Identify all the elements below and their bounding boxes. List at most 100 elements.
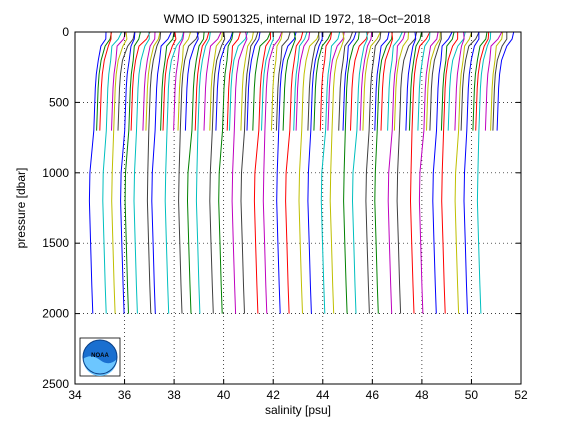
- noaa-logo: NOAA: [79, 337, 121, 377]
- y-tick-label: 2500: [42, 377, 69, 391]
- salinity-profile-line: [120, 31, 136, 314]
- salinity-profile-line: [374, 31, 390, 131]
- salinity-profile-line: [441, 31, 459, 314]
- salinity-profile-line: [387, 31, 403, 131]
- x-tick-label: 40: [217, 388, 231, 402]
- x-tick-label: 46: [366, 388, 380, 402]
- salinity-profile-line: [209, 31, 226, 314]
- salinity-profile-line: [351, 31, 368, 314]
- salinity-profile-line: [362, 31, 381, 131]
- y-tick-label: 500: [49, 95, 69, 109]
- salinity-profile-line: [338, 31, 353, 131]
- salinity-profile-line: [226, 31, 241, 131]
- salinity-profile-line: [387, 31, 406, 314]
- salinity-profile-line: [405, 31, 417, 131]
- salinity-profile-line: [380, 31, 394, 131]
- salinity-profile-line: [246, 31, 261, 131]
- salinity-profile-line: [231, 31, 248, 314]
- salinity-profile-line: [350, 31, 369, 131]
- salinity-profile-line: [102, 31, 123, 314]
- salinity-profile-line: [111, 31, 127, 131]
- profiles: [88, 31, 515, 314]
- salinity-profile-line: [418, 31, 439, 314]
- salinity-profile-line: [209, 31, 223, 131]
- salinity-profile-line: [124, 31, 141, 314]
- x-tick-label: 52: [514, 388, 528, 402]
- salinity-profile-line: [133, 31, 150, 314]
- salinity-profile-line: [215, 31, 234, 131]
- salinity-profile-line: [298, 31, 320, 314]
- salinity-profile-line: [178, 31, 200, 314]
- salinity-profile-line: [476, 31, 492, 314]
- salinity-profile-line: [262, 31, 283, 314]
- salinity-profile-line: [429, 31, 442, 131]
- salinity-profile-line: [374, 31, 393, 314]
- plot-frame: [74, 31, 522, 385]
- salinity-profile-line: [253, 31, 272, 314]
- x-tick-label: 34: [68, 388, 82, 402]
- salinity-profile-line: [307, 31, 320, 131]
- salinity-profile-line: [432, 31, 453, 314]
- salinity-profile-line: [275, 31, 291, 131]
- salinity-profile-line: [426, 31, 441, 131]
- salinity-profile-line: [319, 31, 333, 131]
- salinity-profile-line: [88, 31, 107, 314]
- salinity-profile-line: [146, 31, 162, 314]
- salinity-profile-line: [342, 31, 357, 131]
- salinity-profile-line: [463, 31, 480, 314]
- salinity-profile-line: [173, 31, 185, 131]
- salinity-profile-line: [307, 31, 323, 314]
- salinity-profile-line: [142, 31, 156, 131]
- salinity-profile-line: [313, 31, 332, 131]
- salinity-profile-line: [285, 31, 304, 314]
- salinity-profile-line: [276, 31, 297, 314]
- grid: [75, 32, 521, 384]
- salinity-profile-line: [440, 31, 455, 131]
- y-tick-label: 1500: [42, 236, 69, 250]
- salinity-profile-line: [447, 31, 466, 131]
- salinity-profile-line: [195, 31, 211, 314]
- salinity-profile-line: [270, 31, 283, 131]
- x-tick-label: 36: [118, 388, 132, 402]
- salinity-profile-line: [359, 31, 373, 131]
- salinity-profile-line: [396, 31, 418, 314]
- salinity-profile-line: [164, 31, 184, 314]
- noaa-logo-text: NOAA: [91, 353, 109, 359]
- salinity-profile-line: [218, 31, 234, 314]
- salinity-profile-line: [454, 31, 465, 131]
- salinity-profile-line: [320, 31, 341, 314]
- salinity-profile-line: [343, 31, 360, 314]
- salinity-profile-line: [145, 31, 161, 131]
- salinity-profile-line: [460, 31, 480, 131]
- salinity-profile-line: [252, 31, 271, 131]
- x-tick-label: 44: [316, 388, 330, 402]
- x-tick-label: 42: [267, 388, 281, 402]
- salinity-profile-line: [293, 31, 308, 131]
- salinity-profile-line: [160, 31, 175, 131]
- salinity-profile-line: [261, 31, 274, 131]
- salinity-profile-line: [111, 31, 128, 314]
- salinity-profile-line: [454, 31, 473, 314]
- salinity-profile-line: [177, 31, 191, 131]
- salinity-profile-line: [365, 31, 382, 314]
- chart-title: WMO ID 5901325, internal ID 1972, 18−Oct…: [164, 12, 431, 26]
- y-tick-label: 1000: [42, 166, 69, 180]
- y-axis-title: pressure [dbar]: [14, 168, 28, 249]
- x-axis-title: salinity [psu]: [265, 403, 331, 417]
- salinity-profile-line: [295, 31, 311, 131]
- salinity-profile-line: [240, 31, 254, 131]
- salinity-profile-line: [329, 31, 345, 314]
- salinity-profile-line: [117, 31, 136, 131]
- x-tick-label: 50: [465, 388, 479, 402]
- y-tick-label: 2000: [42, 307, 69, 321]
- salinity-profile-line: [151, 31, 172, 314]
- salinity-profile-line: [99, 31, 112, 131]
- salinity-profile-line: [393, 31, 409, 131]
- salinity-profile-line: [475, 31, 490, 131]
- salinity-profile-line: [496, 31, 515, 131]
- salinity-profile-line: [472, 31, 488, 131]
- ticks: 34 36 38 40 42 44 46 48 50 52 0 500 1000 1500 2000 2500: [42, 25, 528, 402]
- salinity-profile-line: [409, 31, 431, 314]
- salinity-profile-line: [229, 31, 249, 131]
